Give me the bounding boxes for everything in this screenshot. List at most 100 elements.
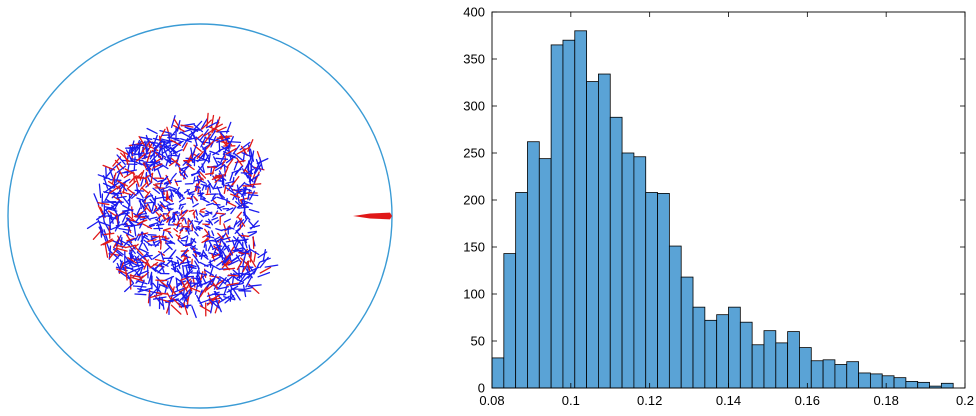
red-arrow	[161, 242, 162, 250]
blue-arrow	[236, 231, 242, 238]
histogram-bar	[894, 378, 906, 388]
x-tick-label: 0.18	[874, 393, 899, 408]
blue-arrow	[162, 135, 174, 136]
blue-arrow	[216, 229, 222, 231]
x-tick-label: 0.1	[562, 393, 580, 408]
histogram-bar	[527, 142, 539, 388]
blue-arrow	[241, 173, 252, 174]
histogram-bar	[492, 358, 504, 388]
blue-arrow	[155, 296, 163, 306]
histogram-bar	[729, 307, 741, 388]
blue-arrow	[192, 306, 196, 317]
blue-arrow	[203, 200, 209, 203]
blue-arrow	[226, 199, 227, 205]
red-arrow	[189, 210, 193, 211]
histogram-bar	[634, 157, 646, 388]
histogram-bar	[882, 376, 894, 388]
blue-arrow	[214, 245, 222, 247]
red-arrow	[217, 137, 229, 138]
blue-arrow	[239, 207, 249, 208]
blue-arrow	[249, 195, 258, 196]
histogram-bar	[622, 153, 634, 388]
histogram-bar	[575, 31, 587, 388]
blue-arrow	[139, 144, 140, 155]
blue-arrow	[171, 250, 176, 257]
blue-arrow	[94, 194, 99, 206]
histogram-bar	[646, 192, 658, 388]
blue-arrow	[162, 297, 164, 309]
histogram-bar	[693, 307, 705, 388]
blue-arrow	[135, 294, 146, 295]
blue-arrow	[137, 281, 147, 284]
x-tick-label: 0.14	[716, 393, 741, 408]
red-arrow	[174, 229, 178, 232]
red-arrow	[229, 275, 239, 276]
y-tick-label: 350	[463, 52, 485, 67]
blue-arrow	[215, 220, 219, 223]
red-arrow	[134, 173, 135, 183]
blue-arrow	[181, 236, 187, 239]
red-arrow	[165, 230, 171, 232]
histogram-bar	[658, 193, 670, 388]
histogram-bar	[811, 361, 823, 388]
blue-arrow	[230, 291, 231, 301]
blue-arrow	[210, 186, 211, 192]
histogram-bar	[906, 381, 918, 388]
blue-arrow	[212, 231, 214, 236]
blue-arrow	[160, 131, 171, 134]
y-tick-label: 50	[471, 334, 485, 349]
blue-arrow	[188, 231, 192, 232]
blue-arrow	[172, 174, 176, 179]
histogram-bar	[847, 362, 859, 388]
red-arrow	[250, 184, 260, 185]
blue-arrow	[172, 269, 181, 274]
blue-arrow	[196, 217, 198, 220]
blue-arrow	[164, 247, 170, 252]
blue-arrow	[151, 217, 157, 219]
vector-field-svg	[0, 0, 400, 411]
blue-arrow	[265, 265, 278, 267]
histogram-bar	[705, 320, 717, 388]
blue-arrow	[125, 283, 134, 291]
blue-arrow	[153, 254, 160, 259]
blue-arrow	[161, 264, 164, 273]
histogram-bar	[681, 277, 693, 388]
y-tick-label: 200	[463, 193, 485, 208]
red-arrow	[181, 211, 182, 216]
blue-arrow	[263, 250, 265, 262]
blue-arrow	[226, 241, 236, 242]
blue-arrow	[153, 198, 162, 200]
blue-arrow	[153, 135, 157, 146]
blue-arrow	[170, 187, 177, 190]
red-arrow	[182, 219, 184, 221]
red-arrow	[194, 213, 195, 218]
red-arrow	[98, 203, 109, 205]
histogram-bar	[823, 360, 835, 388]
blue-arrow	[200, 181, 205, 183]
blue-arrow	[184, 276, 194, 277]
blue-arrow	[110, 180, 121, 181]
blue-arrow	[193, 204, 198, 207]
blue-arrow	[169, 233, 173, 238]
red-arrow	[192, 259, 193, 267]
red-arrow	[237, 212, 241, 217]
blue-arrow	[132, 145, 145, 146]
blue-arrow	[144, 243, 148, 250]
red-arrow	[227, 202, 236, 206]
red-arrow	[117, 148, 128, 154]
blue-arrow	[219, 141, 220, 152]
blue-arrow	[225, 219, 231, 222]
blue-arrow	[251, 162, 252, 172]
blue-arrow	[186, 266, 188, 274]
red-arrow	[220, 136, 232, 137]
blue-arrow	[194, 177, 195, 183]
blue-arrow	[207, 203, 214, 205]
red-arrow	[201, 208, 206, 210]
blue-arrow	[239, 267, 240, 278]
blue-arrow	[195, 232, 198, 236]
blue-arrow	[110, 218, 111, 230]
blue-arrow	[197, 176, 198, 183]
blue-arrow	[193, 145, 197, 155]
